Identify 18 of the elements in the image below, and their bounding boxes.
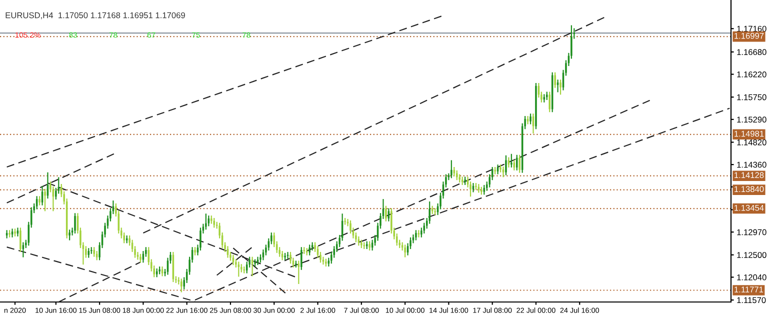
- ref-line-label: 1.16997: [734, 32, 764, 39]
- ref-line-label: 1.13454: [734, 204, 764, 211]
- y-tick-label: 1.16680: [737, 49, 766, 56]
- ref-line-label: 1.13840: [734, 186, 764, 192]
- y-tick-label: 1.17160: [737, 26, 766, 32]
- ref-line-label: 1.14128: [734, 172, 764, 178]
- y-tick-label: 1.15750: [737, 94, 766, 100]
- ref-line-label: 1.11771: [734, 286, 764, 292]
- text: EURUSD,H4 1.17050 1.17168 1.16951 1.17069: [6, 12, 185, 20]
- y-tick-label: 1.15290: [737, 116, 766, 123]
- y-tick-label: 1.16220: [737, 71, 766, 78]
- y-tick-label: 1.12040: [737, 274, 766, 280]
- y-tick-label: 1.14820: [737, 139, 766, 146]
- y-tick-label: 1.12970: [737, 229, 766, 236]
- y-tick-label: 1.14360: [737, 162, 766, 168]
- y-tick-label: 1.11570: [737, 297, 766, 304]
- y-tick-label: 1.12500: [737, 252, 766, 258]
- ref-line-label: 1.14981: [734, 130, 764, 137]
